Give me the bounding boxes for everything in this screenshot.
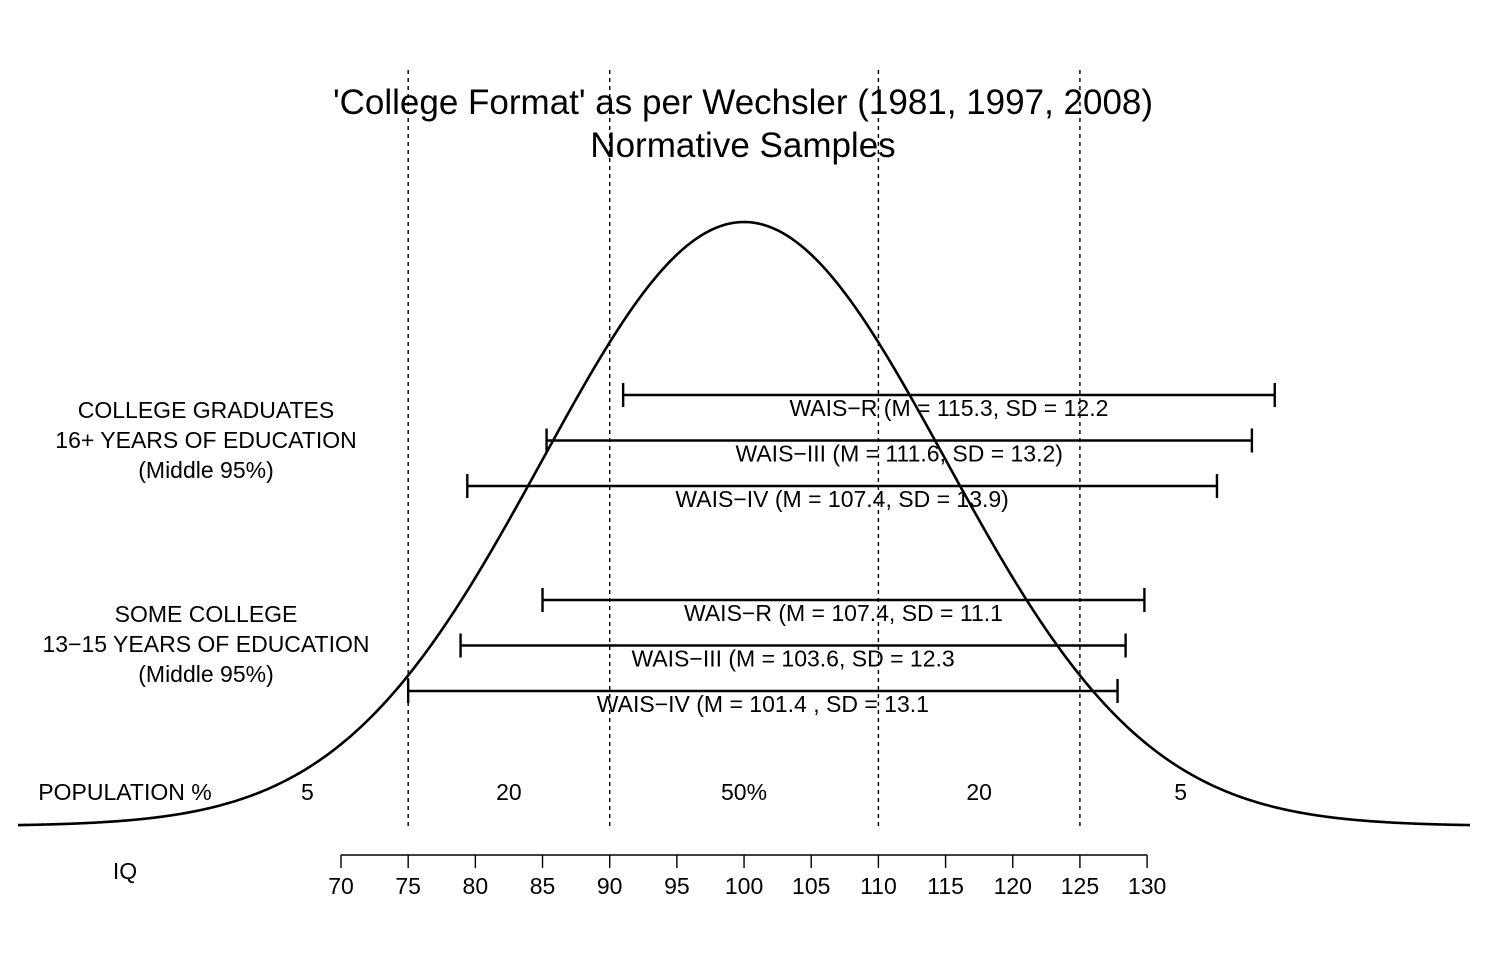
group-label-line: (Middle 95%): [138, 661, 274, 687]
chart-subtitle: Normative Samples: [590, 126, 895, 165]
group-label-line: (Middle 95%): [138, 457, 274, 483]
x-tick-label: 75: [395, 873, 421, 899]
population-label: POPULATION %: [38, 779, 211, 805]
group-label-line: 13−15 YEARS OF EDUCATION: [42, 631, 369, 657]
population-band-label: 5: [1174, 779, 1187, 805]
group-label-line: COLLEGE GRADUATES: [78, 397, 334, 423]
group-labels: COLLEGE GRADUATES 16+ YEARS OF EDUCATION (…: [42, 397, 369, 687]
population-band-label: 20: [496, 779, 522, 805]
x-axis-label: IQ: [113, 858, 137, 884]
x-tick-label: 110: [860, 873, 897, 899]
interval-label: WAIS−R (M = 107.4, SD = 11.1: [684, 600, 1003, 626]
cutoff-lines: [407, 70, 1081, 826]
x-tick-label: 70: [328, 873, 354, 899]
x-tick-label: 95: [664, 873, 690, 899]
x-tick-label: 120: [994, 873, 1032, 899]
normal-curve: [17, 220, 1471, 827]
x-tick-label: 85: [530, 873, 556, 899]
x-tick-label: 90: [597, 873, 623, 899]
x-tick-label: 100: [725, 873, 763, 899]
population-band-label: 5: [301, 779, 314, 805]
interval-bars: WAIS−R (M = 115.3, SD = 12.2 WAIS−III (M …: [406, 383, 1276, 717]
x-tick-label: 125: [1061, 873, 1099, 899]
x-tick-label: 115: [927, 873, 964, 899]
population-band-label: 20: [966, 779, 992, 805]
interval-label: WAIS−III (M = 111.6, SD = 13.2): [735, 441, 1062, 467]
group-label-line: SOME COLLEGE: [115, 601, 298, 627]
population-band-label: 50%: [721, 779, 767, 805]
interval-label: WAIS−R (M = 115.3, SD = 12.2: [789, 395, 1108, 421]
group-label-line: 16+ YEARS OF EDUCATION: [55, 427, 356, 453]
interval-label: WAIS−IV (M = 101.4 , SD = 13.1: [597, 691, 929, 717]
interval-label: WAIS−III (M = 103.6, SD = 12.3: [631, 646, 954, 672]
x-tick-label: 130: [1128, 873, 1166, 899]
x-tick-label: 80: [463, 873, 489, 899]
chart-title: 'College Format' as per Wechsler (1981, …: [333, 83, 1153, 122]
interval-label: WAIS−IV (M = 107.4, SD = 13.9): [675, 486, 1008, 512]
population-bands: 5 20 50% 20 5: [301, 779, 1187, 805]
x-tick-label: 105: [792, 873, 830, 899]
x-axis: 70 75 80 85 90 95 100 105 110 115 120 125 130: [328, 854, 1166, 899]
